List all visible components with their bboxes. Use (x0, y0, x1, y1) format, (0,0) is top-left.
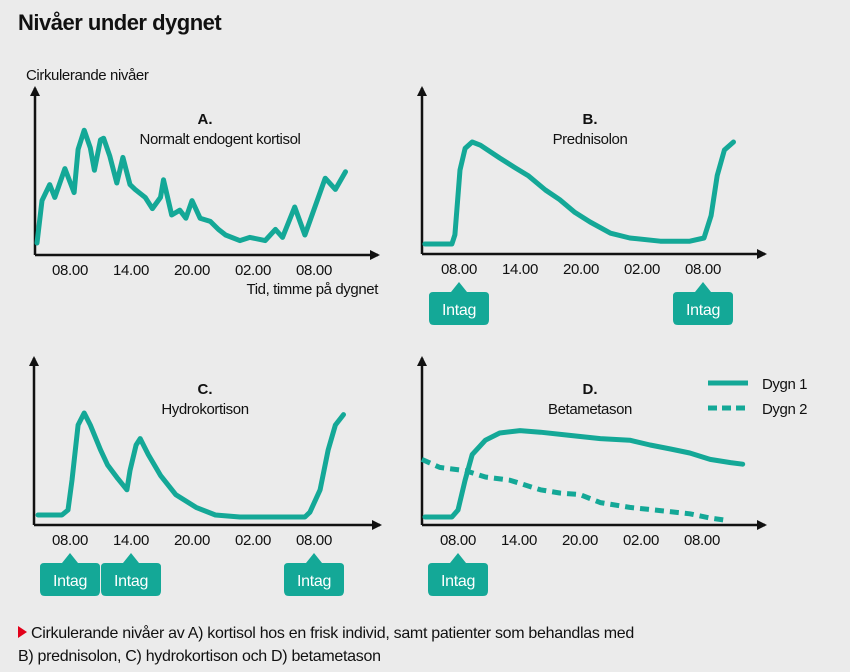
x-tick-label: 02.00 (235, 262, 271, 279)
series-line-solid (34, 127, 348, 246)
panel-title: Betametason (548, 401, 632, 418)
x-tick-label: 20.00 (174, 262, 210, 279)
series-line-solid (422, 428, 746, 520)
panel-b: B. Prednisolon 08.00 14.00 20.00 02.00 08.00 In… (417, 86, 767, 325)
panel-c: C. Hydrokortison 08.00 14.00 20.00 02.00 08.00… (29, 356, 382, 596)
panel-letter: A. (198, 111, 213, 128)
y-axis-label: Cirkulerande nivåer (26, 67, 149, 84)
legend: Dygn 1 Dygn 2 (708, 376, 808, 418)
x-tick-label: 02.00 (624, 261, 660, 278)
x-tick-label: 02.00 (623, 532, 659, 549)
caption-marker-icon (18, 626, 27, 638)
intake-badge: Intag (428, 553, 488, 596)
panel-letter: B. (583, 111, 598, 128)
x-tick-label: 14.00 (113, 262, 149, 279)
panel-title: Prednisolon (553, 131, 628, 148)
x-tick-label: 02.00 (235, 532, 271, 549)
intake-badge-shape (429, 282, 489, 325)
panel-a: A. Normalt endogent kortisol 08.00 14.00 20.… (30, 86, 380, 279)
caption-line-1: Cirkulerande nivåer av A) kortisol hos e… (31, 624, 634, 642)
x-tick-label: 14.00 (502, 261, 538, 278)
x-tick-label: 08.00 (52, 262, 88, 279)
series-line-solid (35, 410, 346, 520)
x-axis-label: Tid, timme på dygnet (246, 281, 379, 298)
intake-label: Intag (297, 573, 331, 590)
x-tick-label: 14.00 (501, 532, 537, 549)
x-tick-label: 08.00 (52, 532, 88, 549)
x-tick-label: 20.00 (563, 261, 599, 278)
x-tick-label: 08.00 (441, 261, 477, 278)
x-tick-label: 20.00 (562, 532, 598, 549)
panel-title: Normalt endogent kortisol (140, 131, 301, 148)
intake-label: Intag (686, 302, 720, 319)
intake-badge: Intag (101, 553, 161, 596)
figure-title: Nivåer under dygnet (18, 10, 222, 35)
intake-label: Intag (114, 573, 148, 590)
panel-letter: C. (198, 381, 213, 398)
series-line-solid (422, 139, 736, 247)
caption-line-2: B) prednisolon, C) hydrokortison och D) … (18, 648, 381, 665)
series-line-dygn-2 (420, 457, 726, 523)
panel-d: D. Betametason 08.00 14.00 20.00 02.00 08.00 In… (417, 356, 767, 596)
x-tick-label: 08.00 (296, 532, 332, 549)
panel-title: Hydrokortison (161, 401, 248, 418)
x-tick-label: 08.00 (440, 532, 476, 549)
intake-label: Intag (441, 573, 475, 590)
intake-badge: Intag (429, 282, 489, 325)
intake-badge-shape (40, 553, 100, 596)
intake-label: Intag (53, 573, 87, 590)
intake-badge: Intag (40, 553, 100, 596)
intake-badge: Intag (284, 553, 344, 596)
x-tick-label: 20.00 (174, 532, 210, 549)
x-tick-label: 08.00 (685, 261, 721, 278)
x-tick-label: 08.00 (684, 532, 720, 549)
intake-badge-shape (673, 282, 733, 325)
intake-badge: Intag (673, 282, 733, 325)
x-tick-label: 14.00 (113, 532, 149, 549)
intake-badge-shape (428, 553, 488, 596)
panel-letter: D. (583, 381, 598, 398)
x-tick-label: 08.00 (296, 262, 332, 279)
intake-badge-shape (284, 553, 344, 596)
intake-label: Intag (442, 302, 476, 319)
intake-badge-shape (101, 553, 161, 596)
legend-label-dygn-1: Dygn 1 (762, 376, 807, 393)
legend-label-dygn-2: Dygn 2 (762, 401, 807, 418)
